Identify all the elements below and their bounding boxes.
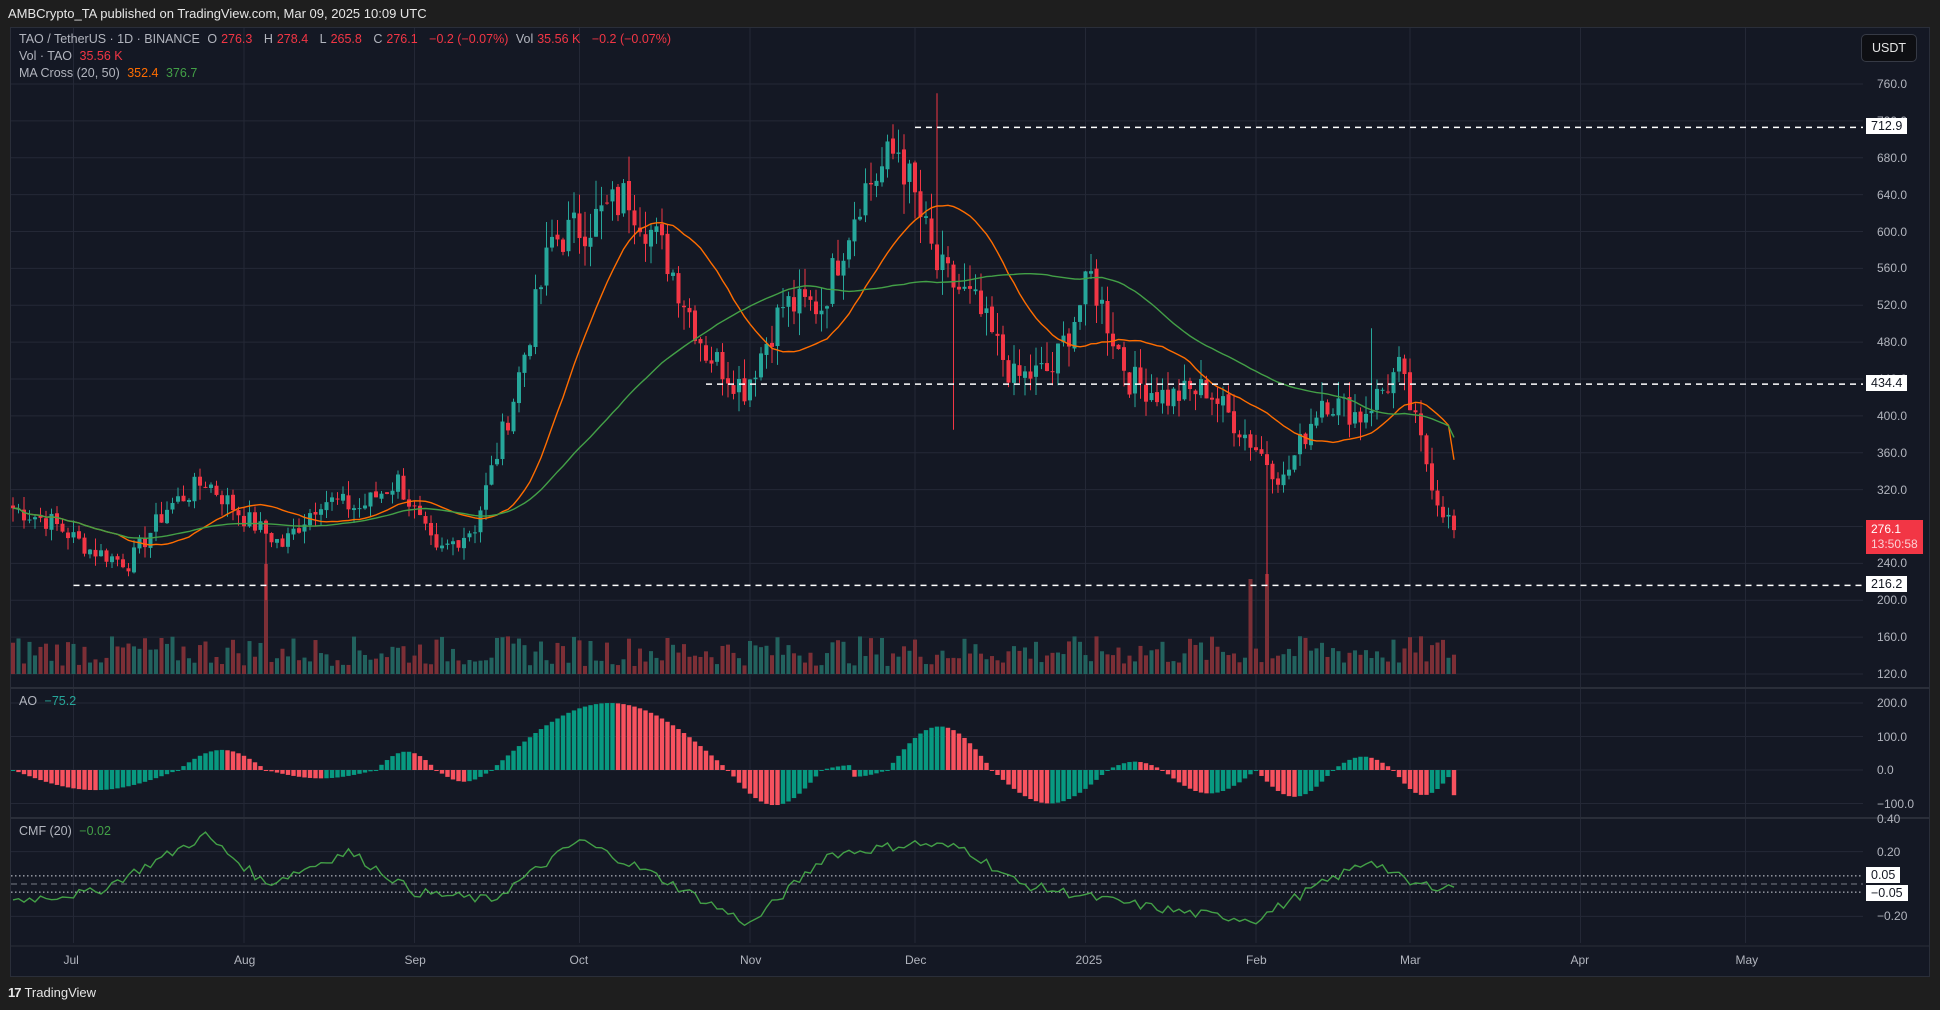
open-value: 276.3 — [221, 32, 253, 46]
cmf-axis-label: 0.40 — [1877, 812, 1901, 827]
cmf-axis-label: 0.20 — [1877, 844, 1901, 859]
volume-change: −0.2 (−0.07%) — [591, 32, 672, 46]
time-axis-label: Nov — [740, 953, 762, 967]
time-axis-label: Jul — [63, 953, 79, 967]
price-axis-label: 680.0 — [1877, 150, 1908, 165]
ao-histogram — [11, 703, 1457, 806]
low-value: 265.8 — [330, 32, 362, 46]
price-axis-label: 520.0 — [1877, 298, 1908, 313]
price-axis-label: 760.0 — [1877, 77, 1908, 91]
ma-slow-value: 376.7 — [165, 66, 198, 80]
cmf-legend[interactable]: CMF (20) −0.02 — [19, 824, 111, 838]
price-axis-label: 480.0 — [1877, 335, 1908, 350]
high-value: 278.4 — [276, 32, 309, 46]
chart-panel[interactable]: TAO / TetherUS · 1D · BINANCE O 276.3 H 27… — [10, 27, 1930, 977]
tradingview-brand: TradingView — [24, 985, 97, 1000]
symbol-name[interactable]: TAO / TetherUS · 1D · BINANCE — [19, 32, 200, 46]
cmf-line — [12, 831, 1455, 927]
volume-legend[interactable]: Vol · TAO 35.56 K — [19, 49, 123, 63]
currency-button[interactable]: USDT — [1860, 34, 1917, 62]
price-axis-label: 160.0 — [1877, 630, 1908, 645]
cmf-value: −0.02 — [79, 824, 111, 838]
ao-axis-label: −100.0 — [1877, 796, 1915, 811]
level-tag-434: 434.4 — [1866, 375, 1908, 392]
ma-fast-value: 352.4 — [127, 66, 159, 80]
price-axis-label: 240.0 — [1877, 556, 1908, 571]
ao-value: −75.2 — [44, 694, 77, 708]
ao-legend[interactable]: AO −75.2 — [19, 694, 77, 708]
price-axis-label: 560.0 — [1877, 261, 1908, 276]
time-axis-label: Aug — [234, 953, 256, 967]
ma-cross-legend[interactable]: MA Cross (20, 50) 352.4 376.7 — [19, 66, 198, 80]
tradingview-footer: 17 TradingView — [8, 985, 96, 1000]
cmf-axis-label: −0.20 — [1877, 909, 1908, 924]
level-tag-216: 216.2 — [1866, 576, 1908, 593]
time-axis-label: 2025 — [1075, 953, 1103, 967]
cmf-lower-tag: −0.05 — [1866, 885, 1908, 902]
ma-slow-line — [12, 272, 1455, 540]
cmf-upper-tag: 0.05 — [1866, 866, 1901, 883]
volume-value: 35.56 K — [537, 32, 581, 46]
price-axis-label: 320.0 — [1877, 482, 1908, 497]
change-value: −0.2 (−0.07%) — [429, 32, 509, 46]
time-axis-label: Feb — [1246, 953, 1267, 967]
candle-countdown: 13:50:58 — [1871, 537, 1918, 552]
close-value: 276.1 — [386, 32, 418, 46]
price-axis-label: 400.0 — [1877, 408, 1908, 423]
time-axis-label: Mar — [1400, 953, 1421, 967]
chart-canvas[interactable] — [11, 28, 1929, 976]
symbol-legend: TAO / TetherUS · 1D · BINANCE O 276.3 H 27… — [19, 32, 672, 46]
candlesticks — [11, 93, 1456, 601]
price-axis-label: 120.0 — [1877, 667, 1908, 681]
volume-bars — [11, 564, 1456, 674]
time-axis-label: Dec — [905, 953, 927, 967]
last-price-tag: 276.1 13:50:58 — [1866, 520, 1923, 555]
time-axis-label: Oct — [569, 953, 589, 967]
level-tag-712: 712.9 — [1866, 118, 1908, 135]
price-axis-label: 200.0 — [1877, 593, 1908, 608]
grid — [11, 28, 1863, 943]
ao-axis-label: 0.0 — [1877, 763, 1894, 777]
ao-axis-label: 100.0 — [1877, 729, 1908, 744]
ao-axis-label: 200.0 — [1877, 696, 1908, 710]
time-axis-label: May — [1735, 953, 1759, 967]
tradingview-logo-icon: 17 — [8, 985, 22, 1000]
publisher-caption: AMBCrypto_TA published on TradingView.co… — [8, 6, 427, 21]
price-axis-label: 600.0 — [1877, 224, 1908, 239]
price-axis-label: 360.0 — [1877, 445, 1908, 460]
time-axis-label: Sep — [404, 953, 426, 967]
price-axis-label: 640.0 — [1877, 187, 1908, 202]
time-axis-label: Apr — [1570, 953, 1590, 967]
